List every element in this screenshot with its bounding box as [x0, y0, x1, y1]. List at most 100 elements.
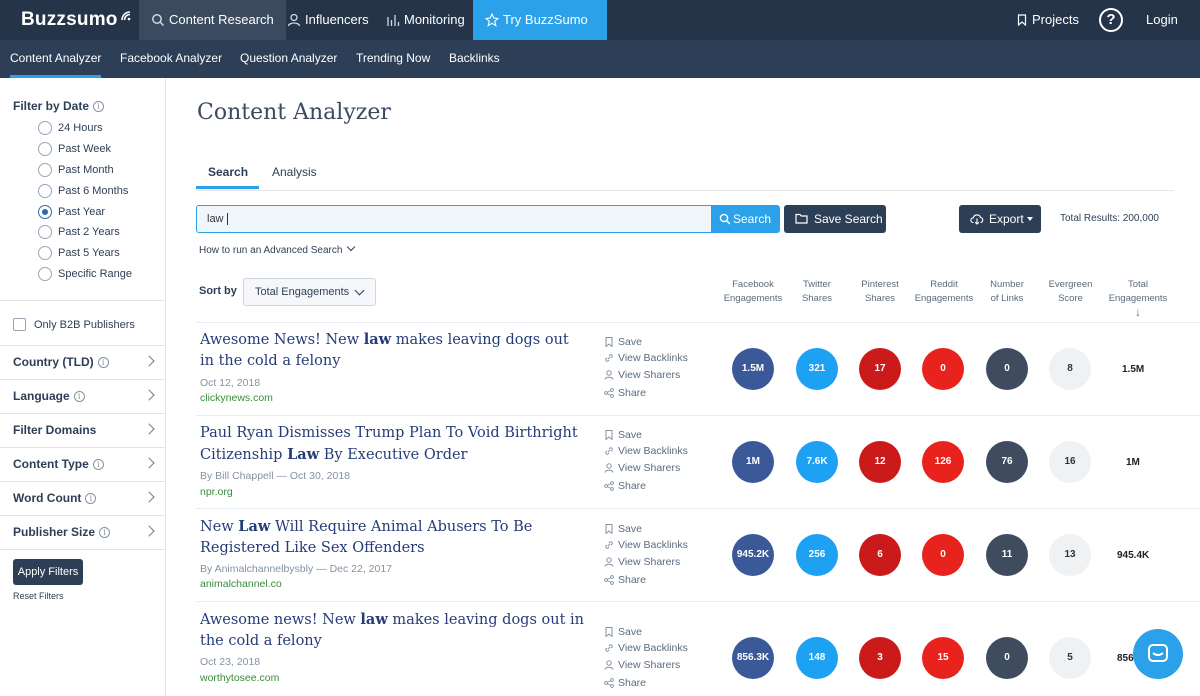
twitter-shares-bubble: 256 [796, 534, 838, 576]
chat-launcher-button[interactable] [1133, 629, 1183, 679]
result-domain[interactable]: animalchannel.co [200, 578, 282, 590]
nav-content-research[interactable]: Content Research [139, 0, 286, 40]
col-facebook-engagements[interactable]: Facebook Engagements [718, 278, 788, 306]
evergreen-score-bubble: 5 [1049, 637, 1091, 679]
filter-language[interactable]: Language i [13, 389, 155, 405]
col-pinterest-shares[interactable]: Pinterest Shares [855, 278, 905, 306]
apply-filters-button[interactable]: Apply Filters [13, 559, 83, 585]
radio-button[interactable] [38, 121, 52, 135]
view-backlinks-action[interactable]: View Backlinks [604, 538, 688, 552]
view-sharers-action[interactable]: View Sharers [604, 555, 680, 569]
radio-button[interactable] [38, 267, 52, 281]
radio-button[interactable] [38, 142, 52, 156]
tab-search[interactable]: Search [196, 159, 259, 189]
save-action[interactable]: Save [604, 335, 642, 349]
divider [0, 447, 165, 448]
export-button[interactable]: Export [959, 205, 1041, 233]
col-twitter-shares[interactable]: Twitter Shares [792, 278, 842, 306]
info-icon[interactable]: i [73, 391, 85, 402]
nav-influencers[interactable]: Influencers [275, 0, 381, 40]
share-action[interactable]: Share [604, 573, 646, 587]
twitter-shares-bubble: 7.6K [796, 441, 838, 483]
nav-try-pro[interactable]: Try BuzzSumo Pro [473, 0, 607, 67]
nav-monitoring[interactable]: Monitoring [374, 0, 477, 40]
filter-publisher-size[interactable]: Publisher Size i [13, 525, 155, 541]
result-title[interactable]: Awesome news! New law makes leaving dogs… [200, 609, 585, 652]
share-action[interactable]: Share [604, 676, 646, 690]
info-icon[interactable]: i [93, 101, 105, 112]
col-total-engagements[interactable]: Total Engagements [1104, 278, 1172, 306]
col-line: Evergreen [1048, 279, 1093, 290]
filter-content-type[interactable]: Content Type i [13, 457, 155, 473]
number-of-links-bubble[interactable]: 0 [986, 348, 1028, 390]
reddit-engagements-bubble: 0 [922, 534, 964, 576]
save-action[interactable]: Save [604, 625, 642, 639]
bookmark-icon [605, 627, 613, 637]
twitter-shares-bubble: 321 [796, 348, 838, 390]
view-sharers-action[interactable]: View Sharers [604, 368, 680, 382]
buzzsumo-logo[interactable]: Buzzsumo [21, 9, 130, 31]
subnav-content-analyzer[interactable]: Content Analyzer [10, 40, 102, 78]
radio-button[interactable] [38, 184, 52, 198]
help-icon[interactable]: ? [1099, 8, 1123, 32]
radio-button-selected[interactable] [38, 205, 52, 219]
total-engagements-value: 945.4K [1117, 550, 1150, 561]
number-of-links-bubble[interactable]: 76 [986, 441, 1028, 483]
number-of-links-bubble[interactable]: 0 [986, 637, 1028, 679]
share-action[interactable]: Share [604, 479, 646, 493]
view-backlinks-action[interactable]: View Backlinks [604, 351, 688, 365]
number-of-links-bubble[interactable]: 11 [986, 534, 1028, 576]
search-input[interactable]: law [196, 205, 712, 233]
filter-country[interactable]: Country (TLD) i [13, 355, 155, 371]
login-link[interactable]: Login [1146, 12, 1178, 27]
reset-filters-link[interactable]: Reset Filters [13, 591, 64, 601]
filter-word-count[interactable]: Word Count i [13, 491, 155, 507]
result-domain[interactable]: worthytosee.com [200, 672, 280, 684]
projects-link[interactable]: Projects [1017, 0, 1079, 40]
search-icon [719, 213, 731, 225]
evergreen-score-bubble: 16 [1049, 441, 1091, 483]
action-label: Share [618, 387, 647, 399]
view-sharers-action[interactable]: View Sharers [604, 461, 680, 475]
subnav-trending-now[interactable]: Trending Now [356, 51, 431, 65]
info-icon[interactable]: i [97, 357, 109, 368]
advanced-search-link[interactable]: How to run an Advanced Search [199, 242, 356, 256]
view-sharers-action[interactable]: View Sharers [604, 658, 680, 672]
divider [0, 379, 165, 380]
subnav-backlinks[interactable]: Backlinks [449, 51, 500, 65]
result-domain[interactable]: npr.org [200, 486, 233, 498]
view-backlinks-action[interactable]: View Backlinks [604, 444, 688, 458]
result-meta: By Animalchannelbysbly — Dec 22, 2017 [200, 563, 393, 575]
info-icon[interactable]: i [99, 527, 111, 538]
save-action[interactable]: Save [604, 428, 642, 442]
subnav-question-analyzer[interactable]: Question Analyzer [240, 51, 338, 65]
chevron-right-icon [143, 457, 155, 469]
radio-button[interactable] [38, 163, 52, 177]
result-title[interactable]: New Law Will Require Animal Abusers To B… [200, 516, 585, 559]
col-number-of-links[interactable]: Number of Links [982, 278, 1032, 306]
pinterest-shares-bubble: 17 [859, 348, 901, 390]
caret-down-icon [1026, 217, 1033, 221]
radio-button[interactable] [38, 246, 52, 260]
save-search-button[interactable]: Save Search [784, 205, 886, 233]
info-icon[interactable]: i [92, 459, 104, 470]
col-evergreen-score[interactable]: Evergreen Score [1043, 278, 1098, 306]
view-backlinks-action[interactable]: View Backlinks [604, 641, 688, 655]
col-reddit-engagements[interactable]: Reddit Engagements [909, 278, 979, 306]
search-button[interactable]: Search [711, 205, 780, 233]
facebook-engagements-bubble: 945.2K [732, 534, 774, 576]
share-action[interactable]: Share [604, 386, 646, 400]
save-action[interactable]: Save [604, 522, 642, 536]
sort-select[interactable]: Total Engagements [243, 278, 376, 306]
divider [196, 601, 1200, 602]
result-title[interactable]: Paul Ryan Dismisses Trump Plan To Void B… [200, 423, 585, 466]
tab-analysis[interactable]: Analysis [272, 165, 317, 179]
info-icon[interactable]: i [85, 493, 97, 504]
b2b-checkbox[interactable] [13, 318, 26, 331]
title-text: By Executive Order [319, 447, 468, 463]
result-title[interactable]: Awesome News! New law makes leaving dogs… [200, 329, 585, 372]
radio-button[interactable] [38, 225, 52, 239]
subnav-facebook-analyzer[interactable]: Facebook Analyzer [120, 51, 223, 65]
result-domain[interactable]: clickynews.com [200, 392, 273, 404]
filter-domains[interactable]: Filter Domains [13, 423, 155, 439]
